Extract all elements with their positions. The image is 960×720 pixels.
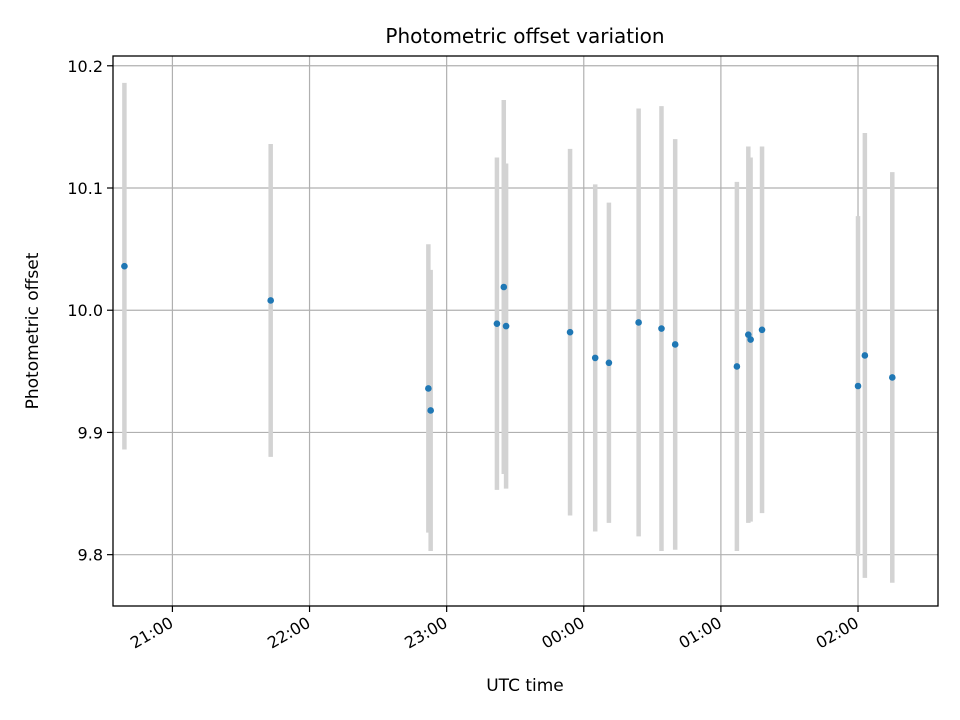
point-layer: [121, 262, 896, 414]
data-point: [658, 325, 665, 332]
data-point: [427, 407, 434, 414]
data-point: [121, 262, 128, 270]
y-tick-label: 10.2: [67, 57, 103, 76]
y-axis-ticks: 9.8 9.9 10.0 10.1 10.2: [67, 57, 113, 565]
data-point: [733, 363, 741, 370]
data-point: [854, 382, 862, 390]
y-tick-label: 9.9: [78, 423, 103, 442]
x-tick-label: 21:00: [127, 613, 176, 653]
x-tick-label: 23:00: [401, 613, 450, 653]
data-point: [267, 297, 274, 304]
data-point: [635, 319, 642, 326]
y-tick-label: 10.1: [67, 179, 103, 198]
y-tick-label: 9.8: [78, 546, 103, 565]
data-point: [861, 352, 869, 359]
data-point: [425, 385, 432, 392]
plot-frame: [112, 55, 939, 607]
data-point: [758, 326, 766, 334]
x-axis-ticks: 21:00 22:00 23:00 00:00 01:00 02:00: [127, 606, 862, 653]
data-point: [566, 328, 574, 336]
data-point: [888, 374, 896, 381]
x-tick-label: 00:00: [538, 613, 587, 653]
data-point: [605, 359, 613, 367]
y-tick-label: 10.0: [67, 301, 103, 320]
x-tick-label: 02:00: [813, 613, 862, 653]
x-axis-label: UTC time: [486, 676, 564, 696]
x-tick-label: 01:00: [675, 613, 724, 653]
data-point: [747, 336, 754, 343]
data-point: [502, 322, 510, 330]
x-tick-label: 22:00: [264, 613, 313, 653]
data-point: [671, 341, 679, 348]
data-point: [745, 331, 752, 338]
data-point: [493, 320, 501, 327]
grid-layer: [113, 56, 938, 606]
y-axis-label: Photometric offset: [23, 252, 43, 409]
data-point: [591, 354, 599, 362]
data-point: [500, 283, 508, 291]
errorbar-layer: [122, 82, 895, 583]
chart-title: Photometric offset variation: [385, 24, 664, 48]
